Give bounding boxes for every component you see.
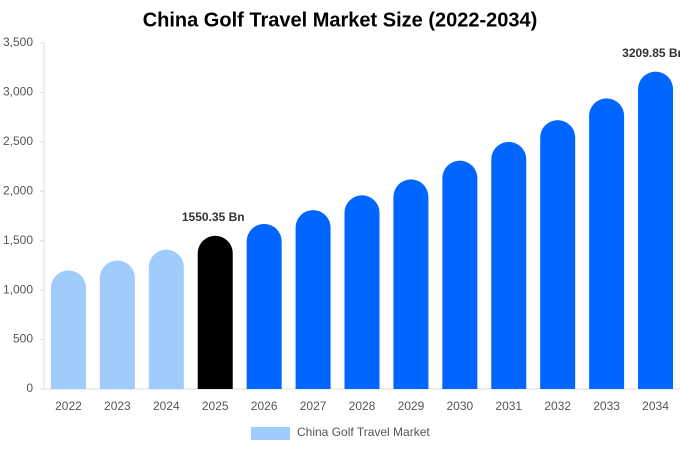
y-tick-label: 2,500 [3, 134, 33, 148]
bar [246, 223, 282, 389]
x-tick-label: 2022 [55, 399, 82, 413]
x-tick-label: 2024 [153, 399, 180, 413]
chart-title: China Golf Travel Market Size (2022-2034… [143, 9, 538, 31]
bar [442, 160, 478, 389]
legend-label: China Golf Travel Market [297, 425, 430, 439]
value-label: 3209.85 Bn [622, 46, 680, 60]
y-tick-label: 3,500 [3, 35, 33, 49]
bar [197, 235, 233, 389]
x-tick-label: 2029 [398, 399, 425, 413]
x-tick-label: 2026 [251, 399, 278, 413]
bar [344, 195, 380, 389]
bar [589, 98, 625, 390]
bar [491, 141, 527, 389]
x-tick-label: 2030 [446, 399, 473, 413]
x-tick-label: 2031 [495, 399, 522, 413]
bar [99, 260, 135, 389]
bar [295, 210, 331, 389]
y-tick-label: 0 [26, 381, 33, 395]
x-tick-label: 2032 [544, 399, 571, 413]
y-tick-label: 500 [13, 332, 33, 346]
value-label: 1550.35 Bn [182, 210, 245, 224]
bar [638, 71, 674, 389]
x-tick-label: 2023 [104, 399, 131, 413]
bar [540, 120, 576, 389]
x-tick-label: 2025 [202, 399, 229, 413]
bar [148, 249, 184, 389]
y-tick-label: 1,000 [3, 282, 33, 296]
bar [393, 179, 429, 389]
y-tick-label: 3,000 [3, 85, 33, 99]
bar [50, 270, 86, 389]
x-tick-label: 2033 [593, 399, 620, 413]
y-tick-label: 1,500 [3, 233, 33, 247]
x-tick-label: 2027 [300, 399, 327, 413]
x-tick-label: 2034 [642, 399, 669, 413]
legend-swatch [251, 427, 290, 440]
x-tick-label: 2028 [349, 399, 376, 413]
y-tick-label: 2,000 [3, 183, 33, 197]
